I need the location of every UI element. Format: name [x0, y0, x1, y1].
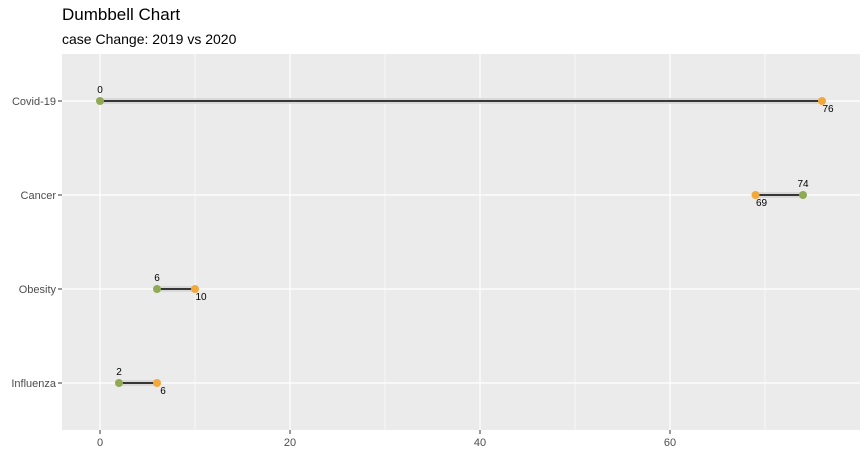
start-value-label: 2 — [116, 367, 122, 378]
start-point — [115, 379, 123, 387]
end-point — [191, 285, 199, 293]
chart-title: Dumbbell Chart — [62, 5, 181, 24]
end-value-label: 69 — [756, 198, 768, 209]
chart-subtitle: case Change: 2019 vs 2020 — [62, 31, 237, 47]
x-tick-label: 0 — [97, 437, 103, 449]
start-point — [96, 97, 104, 105]
y-tick-label: Cancer — [21, 190, 57, 202]
end-value-label: 6 — [160, 386, 166, 397]
x-tick-label: 40 — [474, 437, 486, 449]
start-point — [153, 285, 161, 293]
x-tick-label: 60 — [664, 437, 676, 449]
y-tick-label: Covid-19 — [12, 96, 56, 108]
start-point — [799, 191, 807, 199]
start-value-label: 0 — [97, 85, 103, 96]
plot-panel — [62, 54, 860, 430]
end-value-label: 10 — [195, 292, 207, 303]
start-value-label: 6 — [154, 273, 160, 284]
end-point — [818, 97, 826, 105]
y-tick-label: Obesity — [19, 284, 57, 296]
y-tick-label: Influenza — [11, 378, 57, 390]
end-value-label: 76 — [822, 104, 834, 115]
x-tick-label: 20 — [284, 437, 296, 449]
start-value-label: 74 — [797, 179, 809, 190]
end-point — [153, 379, 161, 387]
end-point — [751, 191, 760, 199]
